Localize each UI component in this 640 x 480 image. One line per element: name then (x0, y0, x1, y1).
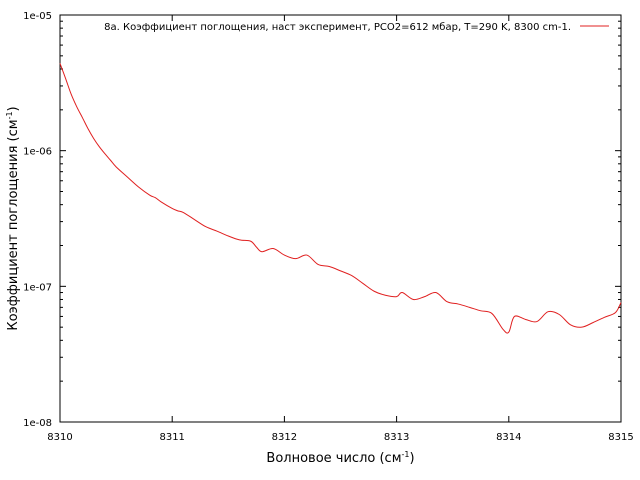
legend: 8а. Коэффициент поглощения, наст экспери… (104, 22, 609, 33)
y-tick-label: 1e-08 (23, 418, 52, 429)
x-axis-title: Волновое число (см-1) (266, 450, 414, 466)
x-tick-label: 8311 (159, 432, 184, 443)
y-tick-label: 1e-07 (23, 282, 52, 293)
x-tick-label: 8310 (47, 432, 72, 443)
x-tick-label: 8314 (496, 432, 521, 443)
x-tick-label: 8312 (272, 432, 297, 443)
plot-frame (59, 14, 622, 423)
x-tick-label: 8313 (384, 432, 409, 443)
y-tick-label: 1e-05 (23, 11, 52, 22)
y-tick-label: 1e-06 (23, 147, 52, 158)
x-tick-label: 8315 (608, 432, 633, 443)
y-axis-title: Коэффициент поглощения (см-1) (5, 106, 21, 330)
legend-label: 8а. Коэффициент поглощения, наст экспери… (104, 22, 571, 33)
series-line (59, 63, 622, 334)
